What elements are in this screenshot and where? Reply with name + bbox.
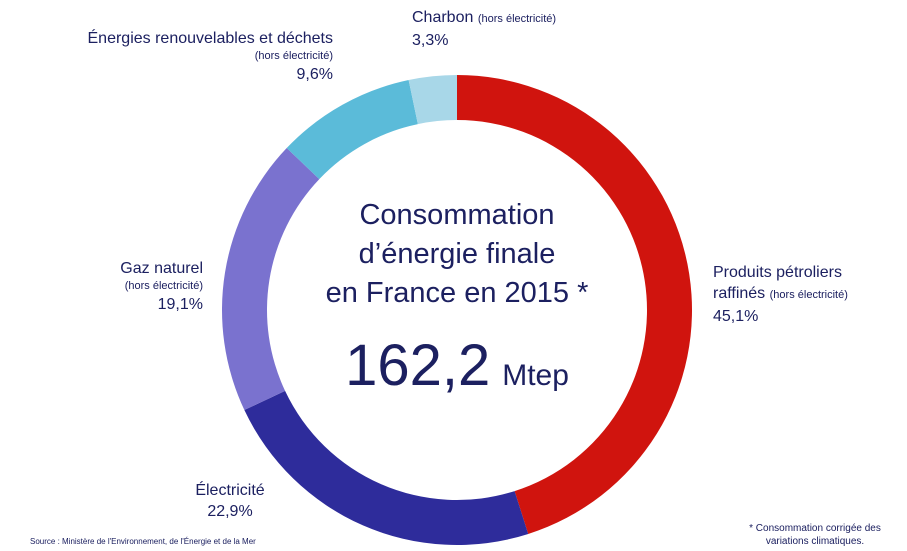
category-note: (hors électricité)	[124, 280, 203, 292]
category-name: Énergies renouvelables et déchets	[87, 30, 334, 47]
slice	[221, 148, 320, 411]
value-label: 19,1%	[157, 296, 203, 313]
value-label: 9,6%	[296, 66, 333, 83]
footnote: * Consommation corrigée des variations c…	[749, 523, 881, 547]
category-note: (hors électricité)	[477, 13, 557, 25]
slice	[457, 75, 692, 534]
slice	[244, 390, 529, 545]
slice	[286, 80, 418, 180]
label-name-line: Gaz naturel (hors électricité)	[3, 258, 203, 294]
category-name: Charbon	[412, 9, 474, 26]
label-name-line: Électricité	[130, 480, 330, 501]
value-label: 3,3%	[412, 32, 449, 49]
total-value: 162,2	[345, 333, 490, 398]
total: 162,2 Mtep	[345, 333, 569, 398]
total-unit: Mtep	[502, 359, 569, 392]
slice-label: Produits pétroliers raffinés (hors élect…	[713, 262, 898, 327]
label-name-line: Énergies renouvelables et déchets (hors é…	[13, 28, 334, 64]
category-name: Produits pétroliers raffinés	[713, 264, 842, 302]
title-line: d’énergie finale	[359, 238, 556, 270]
slice	[408, 75, 457, 125]
slice-label: Charbon (hors électricité) 3,3%	[412, 7, 632, 51]
category-name: Gaz naturel	[120, 260, 203, 277]
title-line: en France en 2015 *	[326, 277, 589, 309]
slice-label: Énergies renouvelables et déchets (hors é…	[13, 28, 334, 85]
slice-label: Électricité 22,9%	[130, 480, 330, 522]
slice-label: Gaz naturel (hors électricité) 19,1%	[3, 258, 203, 315]
category-note: (hors électricité)	[254, 50, 333, 62]
label-name-line: Produits pétroliers raffinés (hors élect…	[713, 262, 898, 306]
label-name-line: Charbon (hors électricité)	[412, 7, 632, 30]
category-note: (hors électricité)	[769, 289, 848, 301]
source: Source : Ministère de l'Environnement, d…	[30, 537, 256, 546]
category-name: Électricité	[195, 482, 265, 499]
value-label: 45,1%	[713, 308, 759, 325]
title-line: Consommation	[359, 199, 554, 231]
value-label: 22,9%	[207, 503, 253, 520]
